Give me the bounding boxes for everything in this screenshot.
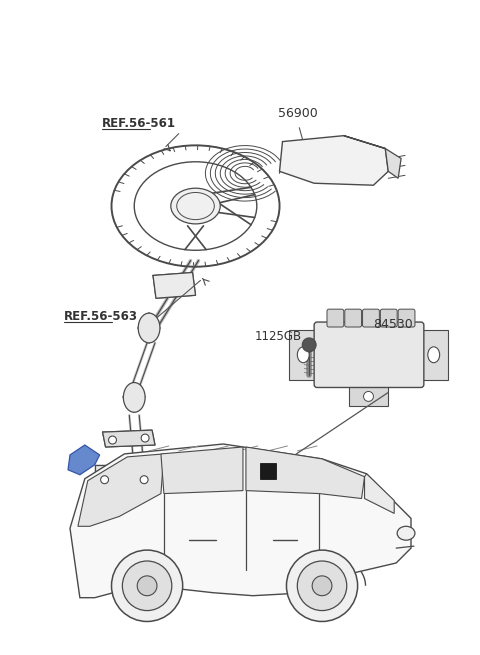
Ellipse shape (428, 347, 440, 363)
FancyBboxPatch shape (362, 309, 379, 327)
Ellipse shape (171, 188, 220, 224)
FancyBboxPatch shape (345, 309, 361, 327)
Ellipse shape (101, 476, 108, 483)
Polygon shape (161, 447, 243, 494)
Polygon shape (279, 136, 388, 185)
Polygon shape (344, 136, 401, 178)
Polygon shape (246, 447, 364, 498)
Ellipse shape (137, 576, 157, 595)
Polygon shape (153, 272, 195, 298)
Polygon shape (95, 465, 154, 495)
FancyBboxPatch shape (398, 309, 415, 327)
Ellipse shape (122, 561, 172, 610)
Text: 84530: 84530 (373, 318, 413, 331)
FancyBboxPatch shape (380, 309, 397, 327)
Ellipse shape (108, 436, 117, 444)
Text: REF.56-563: REF.56-563 (64, 310, 138, 323)
Polygon shape (420, 330, 447, 379)
Ellipse shape (297, 347, 309, 363)
Text: REF.56-561: REF.56-561 (102, 117, 176, 130)
FancyBboxPatch shape (327, 309, 344, 327)
Ellipse shape (302, 338, 316, 352)
Polygon shape (78, 454, 164, 527)
Polygon shape (260, 463, 276, 479)
Polygon shape (349, 384, 388, 406)
Ellipse shape (397, 527, 415, 540)
Text: 1125GB: 1125GB (255, 330, 302, 343)
Ellipse shape (138, 313, 160, 343)
FancyBboxPatch shape (314, 322, 424, 388)
Polygon shape (70, 444, 411, 598)
Ellipse shape (312, 576, 332, 595)
Polygon shape (103, 430, 155, 447)
Ellipse shape (363, 392, 373, 402)
Text: 56900: 56900 (277, 107, 317, 120)
Polygon shape (289, 330, 317, 379)
Polygon shape (364, 474, 394, 514)
Ellipse shape (123, 383, 145, 412)
Ellipse shape (111, 550, 183, 622)
Polygon shape (68, 445, 100, 475)
Ellipse shape (140, 476, 148, 483)
Ellipse shape (297, 561, 347, 610)
Ellipse shape (287, 550, 358, 622)
Ellipse shape (141, 434, 149, 442)
